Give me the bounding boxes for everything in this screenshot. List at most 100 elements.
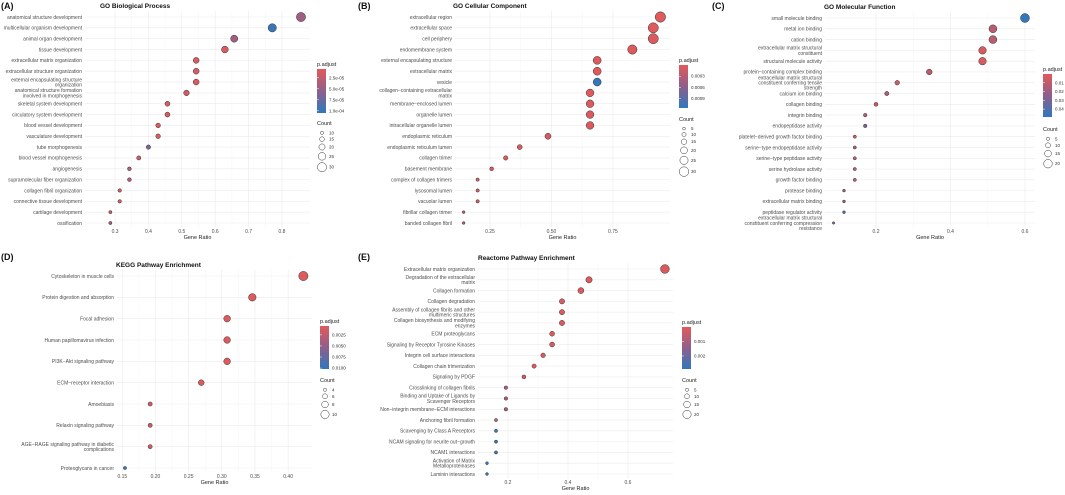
size-legend-label: 20: [329, 145, 335, 150]
y-tick-label: NCAM signaling for neurite out−growth: [389, 439, 475, 445]
data-point: [221, 45, 229, 54]
color-legend-title: p.adjust: [1043, 67, 1063, 73]
size-legend-label: 4: [332, 387, 335, 392]
data-point: [627, 44, 638, 55]
data-point: [988, 35, 998, 44]
panel-letter: (D): [1, 252, 14, 262]
y-tick-label: Collagen formation: [433, 288, 475, 294]
y-tick-label: Signaling by Receptor Tyrosine Kinases: [387, 342, 476, 348]
size-legend-circle: [683, 400, 691, 409]
y-tick-label: metal ion binding: [784, 27, 822, 33]
y-tick-label: protein−containing complex binding: [743, 70, 822, 76]
data-point: [863, 113, 868, 118]
data-point: [592, 77, 602, 87]
y-tick-label: vesicle: [437, 80, 453, 86]
color-legend-label: 0.002: [694, 353, 706, 358]
data-point: [852, 145, 857, 150]
y-tick-label: Cytoskeleton in muscle cells: [51, 274, 114, 280]
y-tick-label: small molecule binding: [771, 16, 822, 22]
x-tick-label: 0.75: [608, 229, 618, 235]
y-tick-label: multicellular organism development: [4, 26, 83, 32]
y-tick-label: skeletal system development: [18, 102, 83, 108]
y-tick-label: vasculature development: [26, 134, 82, 140]
y-tick-label: banded collagen fibril: [405, 221, 452, 227]
x-tick-label: 0.30: [217, 474, 227, 480]
y-tick-label: ECM−receptor interaction: [57, 380, 114, 386]
color-legend-label: 2.5e-05: [329, 75, 345, 80]
x-tick-label: 0.8: [278, 229, 285, 235]
data-point: [147, 401, 153, 407]
data-point: [485, 461, 489, 465]
size-legend-label: 20: [691, 148, 697, 153]
data-point: [223, 357, 231, 365]
size-legend-circle: [323, 387, 327, 392]
x-tick-label: 0.4: [565, 480, 572, 486]
data-point: [123, 466, 127, 470]
y-tick-label: endoplasmic reticulum lumen: [387, 145, 452, 151]
color-legend-bar: [682, 327, 691, 369]
data-point: [884, 91, 890, 96]
data-point: [531, 363, 537, 369]
color-legend-label: 7.5e-05: [329, 97, 345, 102]
size-legend-circle: [321, 400, 329, 409]
panel-letter: (E): [358, 252, 370, 262]
size-legend-label: 25: [691, 158, 697, 163]
data-point: [164, 100, 171, 107]
x-tick-label: 0.7: [245, 229, 252, 235]
data-point: [475, 188, 480, 193]
data-point: [585, 121, 595, 130]
data-point: [852, 134, 857, 139]
y-tick-label: extracellular matrix structural constitue…: [744, 216, 822, 232]
y-tick-label: fibrillar collagen trimer: [403, 210, 452, 216]
size-legend-circle: [322, 393, 328, 399]
data-point: [852, 156, 857, 161]
x-tick-label: 0.2: [873, 229, 880, 235]
size-legend-circle: [1046, 136, 1050, 141]
size-legend-circle: [319, 136, 325, 142]
y-tick-label: external encapsulating structure: [381, 58, 452, 64]
y-tick-label: structural molecule activity: [763, 59, 822, 65]
x-axis-label: Gene Ratio: [916, 235, 944, 241]
y-tick-label: Anchoring fibril formation: [420, 418, 476, 424]
y-tick-label: integrin binding: [788, 113, 822, 119]
data-point: [585, 88, 595, 97]
data-point: [136, 155, 142, 161]
y-tick-label: angiogenesis: [53, 167, 83, 173]
x-tick-label: 0.4: [145, 229, 152, 235]
data-point: [489, 166, 494, 171]
color-legend-label: 0.04: [1055, 107, 1064, 112]
color-legend-label: 0.01: [1055, 80, 1064, 85]
size-legend-label: 15: [329, 137, 335, 142]
y-tick-label: ECM proteoglycans: [431, 332, 475, 338]
color-legend-bar: [679, 65, 688, 108]
size-legend-label: 25: [329, 154, 335, 159]
data-point: [842, 188, 846, 193]
size-legend-circle: [1043, 159, 1053, 169]
x-tick-label: 0.20: [151, 474, 161, 480]
size-legend-circle: [685, 387, 689, 392]
data-point: [577, 287, 585, 294]
x-tick-label: 0.25: [184, 474, 194, 480]
data-point: [298, 271, 309, 281]
panel-b: (B) GO Cellular Component 0.25 0.50 0.75 Gene…: [358, 1, 705, 241]
y-tick-label: vacuolar lumen: [418, 199, 452, 205]
y-tick-label: protease binding: [785, 188, 822, 194]
data-point: [1020, 13, 1030, 23]
size-legend-circle: [679, 155, 689, 165]
size-legend-label: 30: [691, 169, 697, 174]
y-tick-label: extracellular matrix binding: [763, 199, 823, 205]
size-legend-label: 20: [694, 412, 700, 417]
y-tick-label: PI3K−Akt signaling pathway: [52, 359, 115, 365]
x-axis-label: Gene Ratio: [562, 486, 590, 492]
y-tick-label: peptidase regulator activity: [763, 210, 823, 216]
data-point: [654, 11, 666, 23]
data-point: [540, 352, 546, 358]
color-legend-label: 0.0009: [691, 96, 705, 101]
data-point: [926, 68, 933, 76]
data-point: [549, 341, 555, 348]
y-tick-label: AGE−RAGE signaling pathway in diabetic co…: [21, 442, 114, 453]
y-tick-label: membrane−enclosed lumen: [390, 102, 452, 108]
size-legend-circle: [680, 138, 688, 145]
y-tick-label: collagen fibril organization: [24, 188, 82, 194]
y-tick-label: Scavenging by Class A Receptors: [400, 429, 476, 435]
